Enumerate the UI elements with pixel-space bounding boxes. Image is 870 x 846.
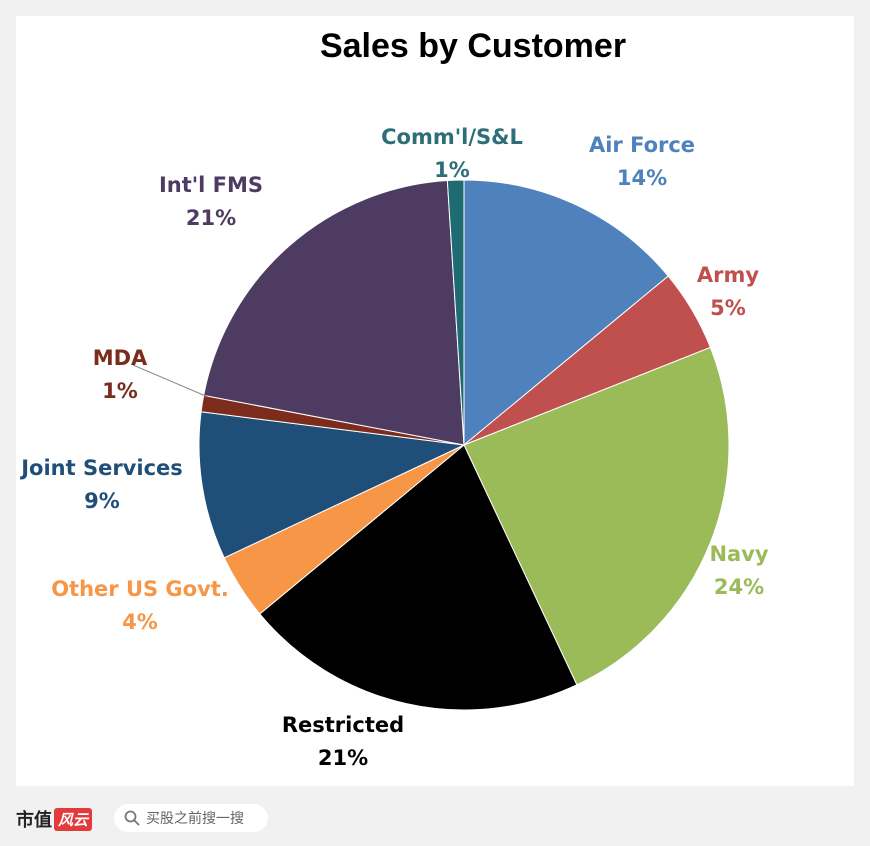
pct-int-l-fms: 21% [186, 206, 236, 230]
label-comm-l-s-l: Comm'l/S&L [381, 125, 523, 149]
footer-bar: 市值 风云 买股之前搜一搜 [0, 792, 870, 846]
pie-labels: Air Force 14% Army 5% Navy 24% Restricted 21% Ot… [19, 125, 769, 770]
pct-comm-l-s-l: 1% [434, 158, 470, 182]
pct-navy: 24% [714, 575, 764, 599]
search-placeholder: 买股之前搜一搜 [146, 811, 244, 827]
label-army: Army [697, 263, 759, 287]
pct-joint-services: 9% [84, 489, 120, 513]
pie-slices [198, 179, 730, 711]
label-other-us-govt: Other US Govt. [51, 577, 229, 601]
chart-card: Sales by Customer Air Force 14% Army 5% Navy… [16, 16, 854, 786]
pie-chart: Sales by Customer Air Force 14% Army 5% Navy… [19, 27, 769, 770]
label-air-force: Air Force [589, 133, 695, 157]
pct-air-force: 14% [617, 166, 667, 190]
pie-slice-navy [463, 346, 730, 686]
leader-line-mda [132, 364, 209, 398]
pct-army: 5% [710, 296, 746, 320]
pie-slice-restricted [259, 444, 578, 711]
label-int-l-fms: Int'l FMS [159, 173, 263, 197]
pie-slice-comm-l-s-l [446, 179, 465, 446]
label-restricted: Restricted [282, 713, 404, 737]
pie-slice-air-force [463, 179, 669, 447]
brand-badge: 风云 [54, 807, 93, 831]
label-mda: MDA [93, 346, 148, 370]
chart-title: Sales by Customer [320, 27, 626, 65]
pie-slice-joint-services [198, 411, 466, 559]
search-icon [124, 810, 140, 826]
pie-slice-int-l-fms [203, 179, 465, 446]
pct-other-us-govt: 4% [122, 610, 158, 634]
pct-mda: 1% [102, 379, 138, 403]
label-joint-services: Joint Services [19, 456, 183, 480]
brand-name: 市值 [16, 810, 52, 831]
pct-restricted: 21% [318, 746, 368, 770]
search-box[interactable]: 买股之前搜一搜 [114, 804, 268, 832]
brand-logo: 市值 风云 [16, 806, 93, 832]
label-navy: Navy [709, 542, 768, 566]
